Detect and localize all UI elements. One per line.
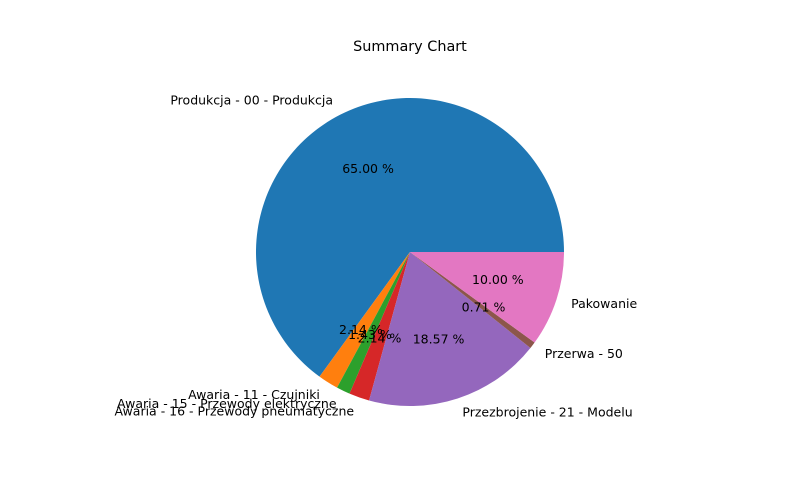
slice-label-awaria-11-czujniki: Awaria - 11 - Czujniki (188, 387, 320, 402)
pct-label-awaria-11-czujniki: 2.14 % (339, 322, 383, 337)
slice-label-produkcja-00-produkcja: Produkcja - 00 - Produkcja (170, 93, 333, 108)
chart-title: Summary Chart (353, 39, 467, 55)
pie-slice-pakowanie (410, 252, 564, 343)
pie-slice-produkcja-00-produkcja (256, 98, 564, 377)
pie-slices (256, 98, 564, 407)
pie-slice-przerwa-50 (410, 252, 535, 348)
pie-slice-przezbrojenie-21-modelu (369, 252, 531, 407)
slice-label-awaria-16-przewody-pneumatyczne: Awaria - 16 - Przewody pneumatyczne (115, 403, 355, 418)
pct-label-awaria-16-przewody-pneumatyczne: 2.14 % (358, 331, 402, 346)
slice-label-przezbrojenie-21-modelu: Przezbrojenie - 21 - Modelu (462, 405, 632, 420)
pct-label-przerwa-50: 0.71 % (462, 299, 506, 314)
pie-slice-awaria-15-przewody-elektryczne (337, 252, 410, 394)
slice-label-przerwa-50: Przerwa - 50 (545, 346, 623, 361)
slice-label-awaria-15-przewody-elektryczne: Awaria - 15 - Przewody elektryczne (117, 396, 337, 411)
slice-label-pakowanie: Pakowanie (571, 296, 637, 311)
pie-labels: Produkcja - 00 - Produkcja 65.00 % Awaria … (115, 93, 638, 420)
pct-label-pakowanie: 10.00 % (472, 272, 524, 287)
pct-label-awaria-15-przewody-elektryczne: 1.43 % (348, 327, 392, 342)
pct-label-przezbrojenie-21-modelu: 18.57 % (413, 331, 465, 346)
pct-label-produkcja-00-produkcja: 65.00 % (342, 161, 394, 176)
pie-slice-awaria-11-czujniki (319, 252, 410, 388)
pie-slice-awaria-16-przewody-pneumatyczne (349, 252, 410, 401)
